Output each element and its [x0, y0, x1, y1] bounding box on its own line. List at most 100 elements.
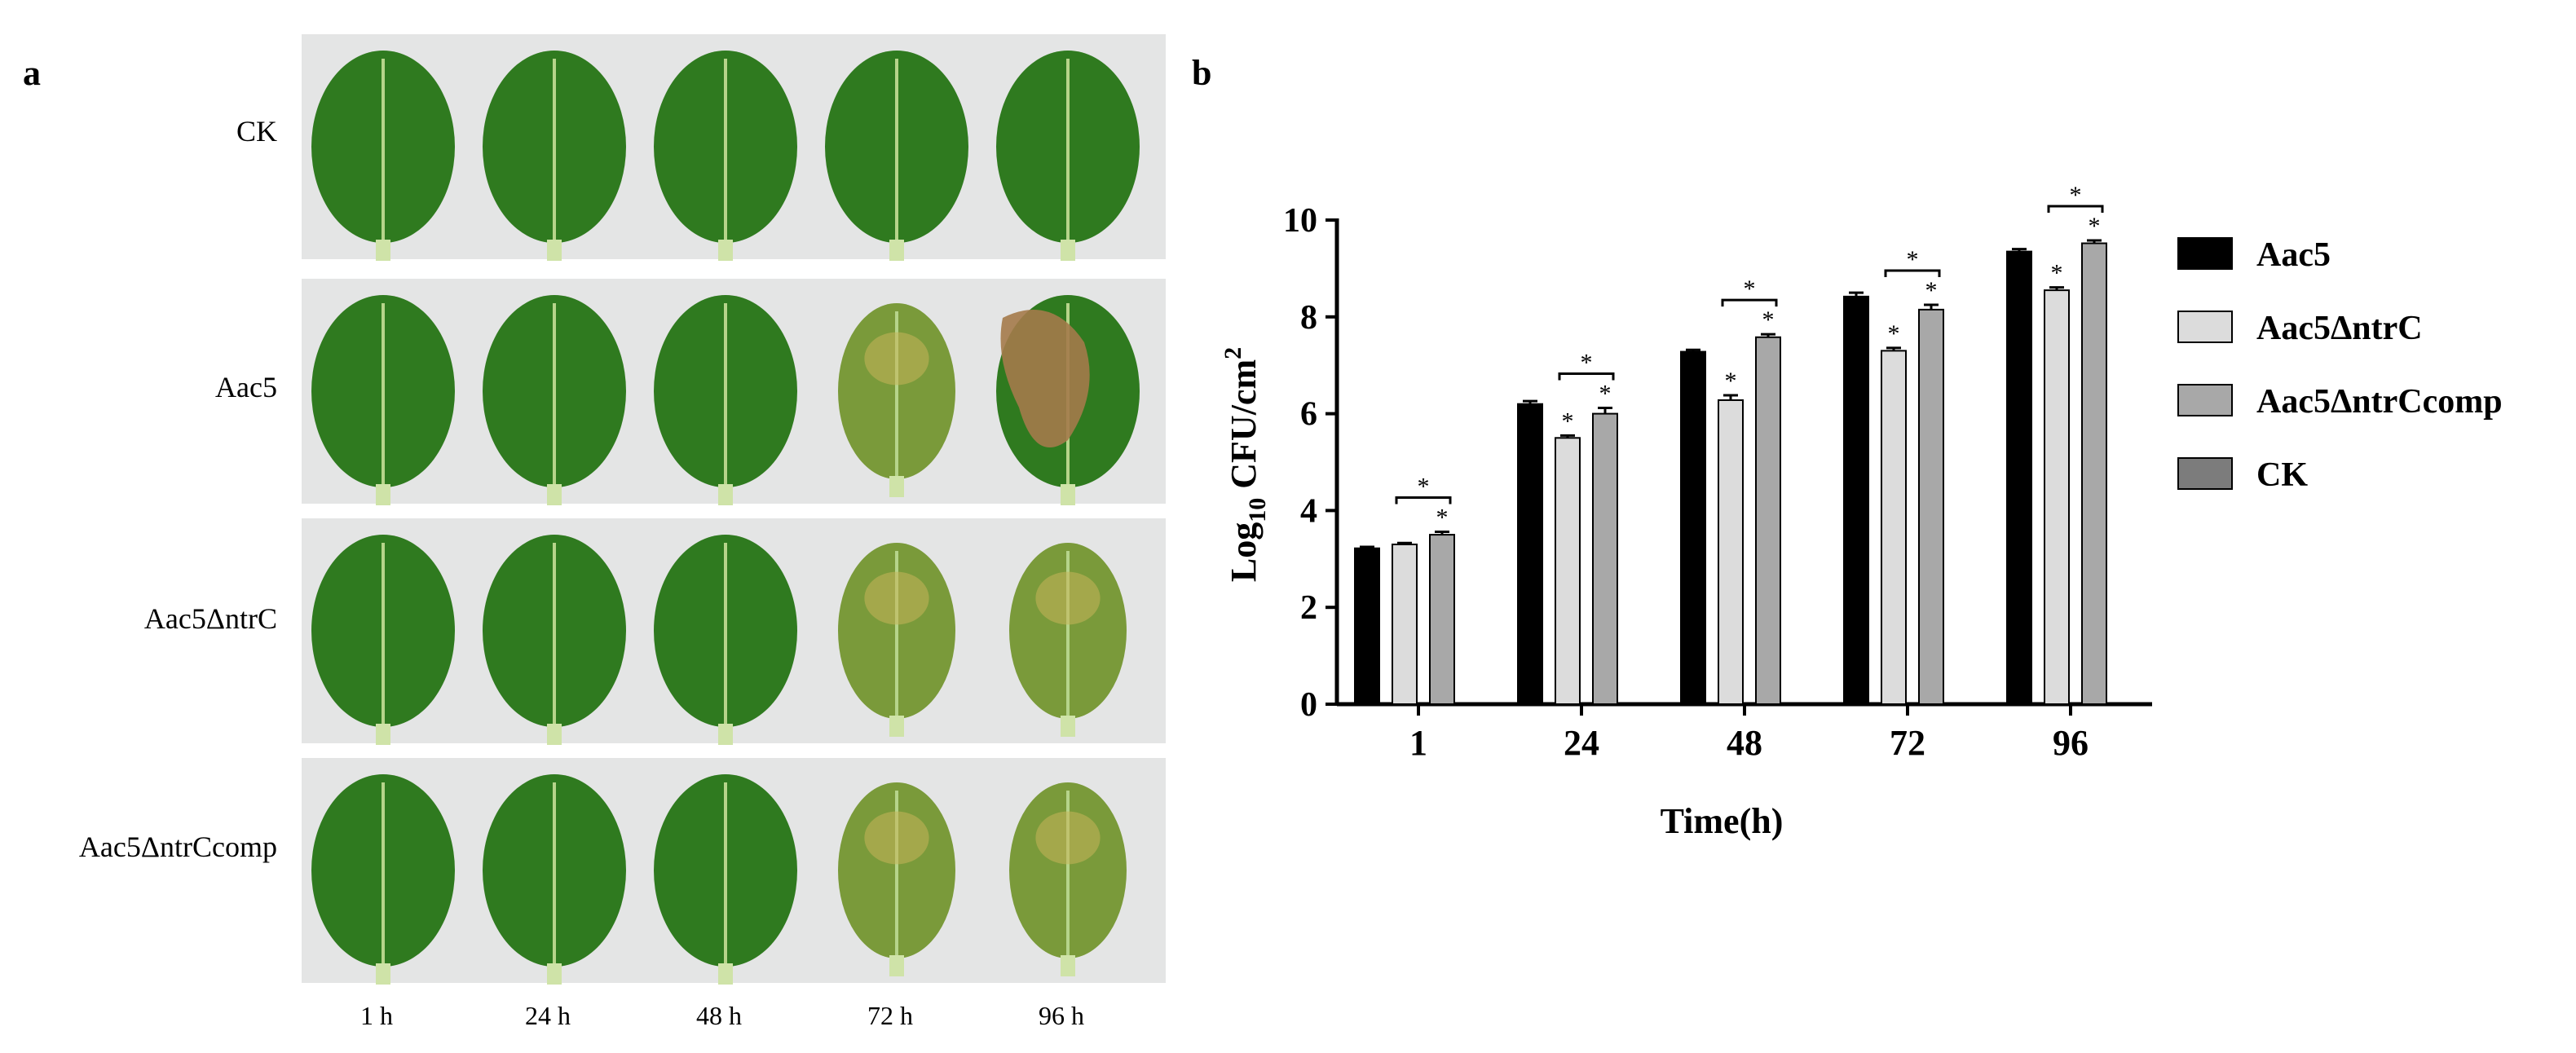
bar: [2081, 242, 2107, 705]
leaf: [996, 51, 1140, 261]
y-tick-label: 2: [1300, 589, 1317, 627]
leaf: [654, 535, 797, 745]
chlorotic-spot: [864, 571, 929, 625]
leaf-petiole: [1061, 955, 1075, 976]
comparison-bracket: [1558, 372, 1615, 381]
leaf: [311, 774, 455, 985]
significance-star: *: [1925, 277, 1938, 304]
leaf-petiole: [376, 724, 390, 745]
leaf: [311, 535, 455, 745]
significance-star: *: [1599, 380, 1612, 407]
legend: Aac5 Aac5ΔntrC Aac5ΔntrCcomp CK: [2177, 236, 2503, 494]
legend-item: CK: [2177, 456, 2308, 494]
y-tick-label: 6: [1300, 396, 1317, 434]
y-axis-label-sub: 10: [1244, 498, 1271, 522]
bar: [1718, 399, 1744, 705]
bar: [2006, 250, 2032, 705]
bar: [1843, 295, 1869, 705]
leaf: [483, 774, 626, 985]
row-label-aac5-ntrc-text: Aac5ΔntrC: [143, 602, 277, 635]
significance-star: *: [2089, 213, 2101, 240]
leaf: [483, 51, 626, 261]
legend-item: Aac5: [2177, 236, 2331, 274]
leaf: [838, 303, 955, 497]
significance-star: *: [1762, 306, 1775, 333]
leaf-petiole: [547, 724, 562, 745]
panel-a-letter: a: [23, 53, 41, 93]
leaf-petiole: [718, 240, 733, 261]
leaf: [654, 774, 797, 985]
legend-swatch: [2177, 237, 2233, 270]
legend-label: Aac5ΔntrC: [2256, 310, 2423, 347]
leaf-petiole: [1061, 240, 1075, 261]
significance-star: *: [1725, 368, 1737, 394]
row-label-aac5-ntrc: Aac5ΔntrC: [0, 601, 277, 636]
significance-star: *: [1562, 408, 1574, 434]
bar: [1555, 437, 1581, 705]
leaf-petiole: [889, 476, 904, 497]
legend-swatch: [2177, 311, 2233, 343]
legend-swatch: [2177, 384, 2233, 416]
leaf-photo-panel: CK Aac5 Aac5ΔntrC Aac5ΔntrCcomp 1 h 24 h…: [0, 0, 1174, 1053]
leaf: [1009, 782, 1127, 976]
legend-item: Aac5ΔntrCcomp: [2177, 383, 2503, 421]
necrotic-lesion: [1000, 310, 1090, 447]
bar: [2044, 289, 2070, 705]
row-label-aac5: Aac5: [215, 371, 277, 403]
chlorotic-spot: [864, 811, 929, 865]
bracket-star: *: [1418, 474, 1430, 500]
leaf: [654, 295, 797, 505]
x-tick-label: 24: [1564, 723, 1599, 763]
bar: [1680, 350, 1706, 705]
chlorotic-spot: [1035, 811, 1101, 865]
bar: [1755, 336, 1781, 705]
leaf: [838, 543, 955, 737]
x-tick-label: 48: [1727, 723, 1762, 763]
leaf-petiole: [547, 484, 562, 505]
leaf-petiole: [718, 963, 733, 985]
significance-star: *: [2051, 260, 2063, 287]
legend-label: Aac5: [2256, 236, 2331, 274]
col-label-24h: 24 h: [525, 1001, 571, 1030]
chlorotic-spot: [864, 332, 929, 386]
x-tick-label: 72: [1890, 723, 1925, 763]
bar: [1592, 412, 1618, 705]
leaf-petiole: [1061, 716, 1075, 737]
y-axis-label-sup: 2: [1220, 347, 1246, 359]
y-tick-label: 4: [1300, 492, 1317, 530]
y-axis-label: Log10 CFU/cm2: [1220, 347, 1271, 582]
bracket-star: *: [1907, 246, 1919, 273]
comparison-bracket: [1721, 298, 1778, 307]
leaf: [654, 51, 797, 261]
col-label-96h: 96 h: [1039, 1001, 1084, 1030]
bracket-star: *: [1744, 275, 1756, 302]
leaf-petiole: [376, 963, 390, 985]
x-axis-label: Time(h): [1661, 801, 1784, 841]
leaf: [1009, 543, 1127, 737]
leaf-petiole: [718, 484, 733, 505]
comparison-bracket: [1395, 496, 1452, 504]
y-tick-label: 10: [1283, 202, 1317, 240]
significance-star: *: [1888, 320, 1900, 347]
leaf-petiole: [376, 240, 390, 261]
bar: [1392, 543, 1418, 705]
row-label-aac5-ntrc-comp: Aac5ΔntrCcomp: [0, 830, 277, 864]
y-axis-label-base: Log: [1224, 522, 1264, 582]
bar: [1918, 308, 1944, 705]
leaf-petiole: [889, 955, 904, 976]
leaf-petiole: [889, 240, 904, 261]
x-tick-label: 96: [2053, 723, 2089, 763]
leaf: [483, 295, 626, 505]
leaf-petiole: [889, 716, 904, 737]
col-label-48h: 48 h: [696, 1001, 742, 1030]
panel-b-letter: b: [1192, 53, 1212, 93]
bracket-star: *: [1581, 349, 1593, 376]
legend-swatch: [2177, 457, 2233, 490]
row-label-ck: CK: [236, 115, 277, 148]
leaf: [311, 51, 455, 261]
legend-item: Aac5ΔntrC: [2177, 310, 2423, 347]
y-tick-label: 0: [1300, 686, 1317, 724]
col-label-72h: 72 h: [867, 1001, 913, 1030]
